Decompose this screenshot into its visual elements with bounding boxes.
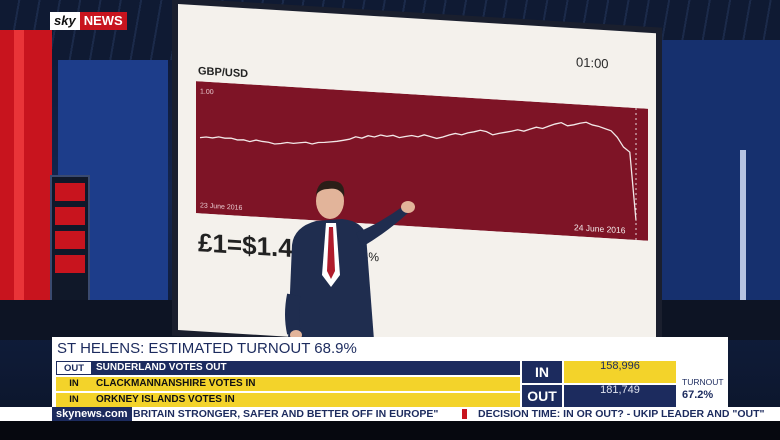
logo-sky: sky	[50, 12, 80, 30]
out-label: OUT	[522, 385, 562, 407]
y-tick-label: 1.00	[200, 88, 214, 96]
result-tag: IN	[56, 393, 92, 407]
presenter-figure	[285, 180, 415, 340]
channel-logo: sky NEWS	[50, 12, 127, 30]
studio-light-right	[740, 150, 746, 300]
ticker-separator	[462, 409, 467, 419]
studio-light-strip	[14, 30, 24, 320]
x-tick-end: 24 June 2016	[574, 222, 626, 235]
result-text: SUNDERLAND VOTES OUT	[92, 361, 520, 375]
result-tag: OUT	[56, 361, 92, 375]
studio-wall-right	[660, 40, 780, 340]
turnout-value: 67.2%	[682, 389, 714, 401]
news-ticker: skynews.com BRITAIN STRONGER, SAFER AND …	[0, 407, 780, 421]
ticker-item: BRITAIN STRONGER, SAFER AND BETTER OFF I…	[133, 408, 439, 420]
out-vote-count: 181,749	[564, 385, 676, 407]
ticker-item: DECISION TIME: IN OR OUT? - UKIP LEADER …	[478, 408, 765, 420]
logo-news: NEWS	[79, 12, 127, 30]
chart-series	[199, 121, 637, 221]
results-lower-third: ST HELENS: ESTIMATED TURNOUT 68.9% OUT S…	[52, 337, 728, 407]
video-wall-screen: 01:00 GBP/USD 1.00 23 June 2016 24 June …	[178, 4, 656, 360]
x-tick-start: 23 June 2016	[200, 202, 242, 212]
currency-chart: 1.00 23 June 2016 24 June 2016	[196, 81, 648, 241]
chart-background	[196, 81, 648, 241]
studio-wall-red	[0, 30, 52, 320]
in-label: IN	[522, 361, 562, 383]
result-row: OUT SUNDERLAND VOTES OUT	[56, 361, 520, 375]
result-row: IN CLACKMANNANSHIRE VOTES IN	[56, 377, 520, 391]
results-list: OUT SUNDERLAND VOTES OUT IN CLACKMANNANS…	[56, 361, 520, 409]
ticker-site: skynews.com	[52, 407, 132, 421]
turnout-label: TURNOUT	[682, 377, 724, 387]
result-text: CLACKMANNANSHIRE VOTES IN	[92, 377, 520, 391]
chart-svg: 1.00 23 June 2016 24 June 2016	[196, 81, 648, 241]
series-line	[199, 121, 637, 221]
chart-title: GBP/USD	[198, 65, 249, 81]
in-vote-count: 158,996	[564, 361, 676, 383]
lower-third-headline: ST HELENS: ESTIMATED TURNOUT 68.9%	[57, 340, 357, 357]
chart-time-label: 01:00	[576, 54, 609, 72]
bottom-bar	[0, 421, 780, 440]
result-row: IN ORKNEY ISLANDS VOTES IN	[56, 393, 520, 407]
result-text: ORKNEY ISLANDS VOTES IN	[92, 393, 520, 407]
result-tag: IN	[56, 377, 92, 391]
